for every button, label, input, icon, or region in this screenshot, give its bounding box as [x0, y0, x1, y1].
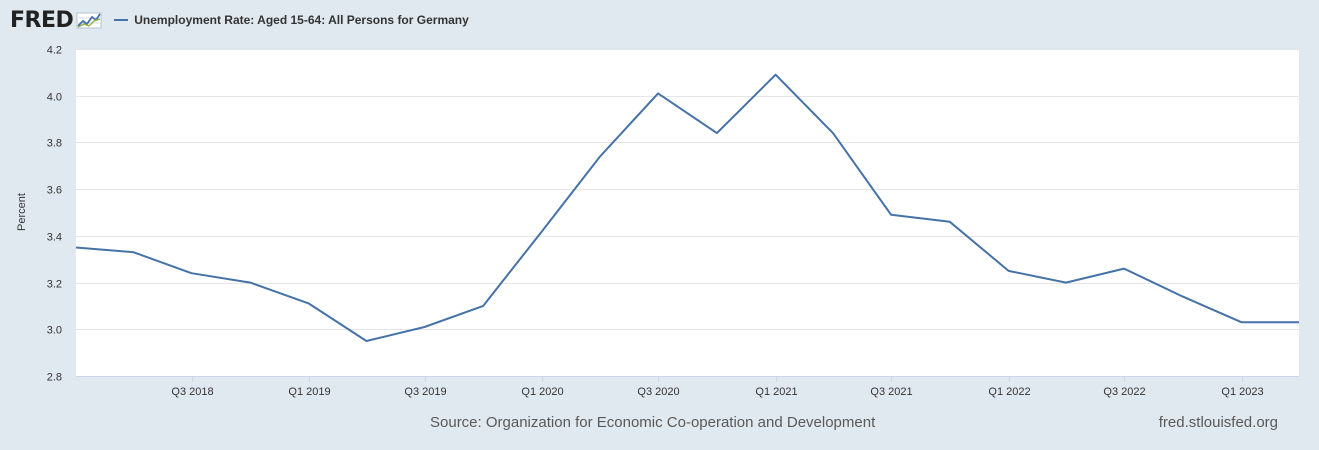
x-tick-label: Q1 2022: [988, 386, 1030, 398]
legend-swatch: [114, 19, 129, 21]
fred-logo-text: FRED: [10, 7, 74, 33]
x-tick-label: Q3 2019: [404, 386, 446, 398]
data-point[interactable]: [772, 71, 780, 79]
x-tick-label: Q3 2018: [171, 386, 213, 398]
data-point[interactable]: [713, 129, 721, 137]
data-point[interactable]: [1005, 267, 1013, 275]
y-tick-label: 4.2: [47, 45, 62, 57]
data-point[interactable]: [188, 269, 196, 277]
y-axis-label: Percent: [16, 193, 28, 231]
data-point[interactable]: [538, 227, 546, 235]
chart-header: FRED Unemployment Rate: Aged 15-64: All …: [10, 6, 469, 34]
x-tick-label: Q3 2020: [637, 386, 679, 398]
data-point[interactable]: [829, 129, 837, 137]
data-point[interactable]: [246, 279, 254, 287]
data-point[interactable]: [362, 337, 370, 345]
x-tick-label: Q1 2020: [521, 386, 563, 398]
site-link[interactable]: fred.stlouisfed.org: [1158, 414, 1278, 431]
data-point[interactable]: [129, 248, 137, 256]
legend-series-name: Unemployment Rate: Aged 15-64: All Perso…: [134, 13, 469, 27]
data-point[interactable]: [479, 302, 487, 310]
y-tick-label: 3.0: [47, 325, 62, 337]
data-point[interactable]: [421, 323, 429, 331]
y-axis-ticks: 2.8 3.0 3.2 3.4 3.6 3.8 4.0 4.2: [47, 45, 62, 384]
y-tick-label: 3.8: [47, 138, 62, 150]
x-axis-ticks: Q3 2018 Q1 2019 Q3 2019 Q1 2020 Q3 2020 Q1 20…: [171, 376, 1264, 398]
x-tick-label: Q3 2022: [1103, 386, 1145, 398]
data-point[interactable]: [887, 211, 895, 219]
data-point[interactable]: [946, 218, 954, 226]
data-point[interactable]: [1295, 318, 1303, 326]
data-point[interactable]: [305, 300, 313, 308]
source-note: Source: Organization for Economic Co-ope…: [430, 414, 876, 431]
data-point[interactable]: [1179, 293, 1187, 301]
data-point[interactable]: [1062, 279, 1070, 287]
data-point[interactable]: [1238, 318, 1246, 326]
data-point[interactable]: [1120, 265, 1128, 273]
x-tick-label: Q3 2021: [870, 386, 912, 398]
y-tick-label: 3.2: [47, 279, 62, 291]
plot-area: [76, 49, 1299, 376]
y-tick-label: 3.6: [47, 185, 62, 197]
grid-lines: [76, 49, 1299, 330]
chart-line-icon: [76, 12, 102, 29]
line-chart: 2.83.03.23.43.63.84.04.2 Q3 2018 Q1 2019 Q…: [16, 45, 1303, 398]
x-tick-label: Q1 2023: [1221, 386, 1263, 398]
series-line[interactable]: [75, 73, 1299, 342]
y-tick-label: 4.0: [47, 92, 62, 104]
fred-logo[interactable]: FRED: [10, 8, 102, 33]
x-tick-label: Q1 2019: [288, 386, 330, 398]
data-point[interactable]: [72, 244, 80, 252]
series-group: [72, 71, 1303, 345]
data-point[interactable]: [596, 152, 604, 160]
data-point[interactable]: [654, 89, 662, 97]
y-tick-label: 3.4: [47, 232, 62, 244]
y-tick-label: 2.8: [47, 372, 62, 384]
x-tick-label: Q1 2021: [755, 386, 797, 398]
chart-legend[interactable]: Unemployment Rate: Aged 15-64: All Perso…: [114, 13, 469, 27]
